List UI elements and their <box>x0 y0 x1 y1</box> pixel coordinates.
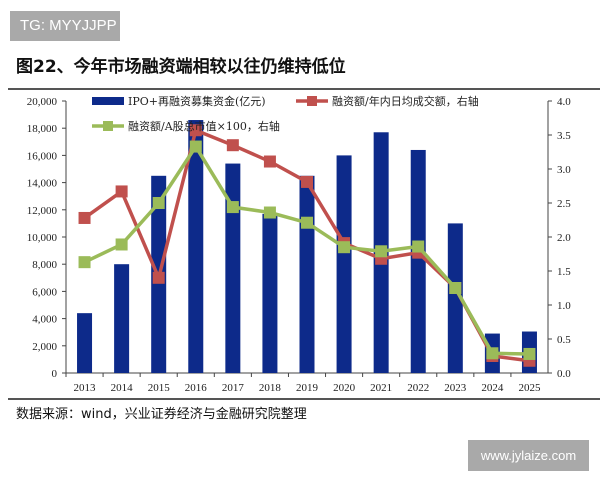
legend-swatch-marker <box>307 96 317 106</box>
point-2-2015 <box>152 197 165 209</box>
right-tick-label: 0.0 <box>557 368 571 380</box>
x-tick-label: 2018 <box>259 382 282 394</box>
left-tick-label: 2,000 <box>32 341 57 353</box>
left-tick-label: 18,000 <box>27 123 58 135</box>
point-2-2017 <box>226 201 239 214</box>
legend-label: IPO+再融资募集资金(亿元) <box>128 94 266 108</box>
bar-2016 <box>188 120 204 373</box>
x-tick-label: 2022 <box>407 382 429 394</box>
point-2-2020 <box>338 241 351 254</box>
left-tick-label: 16,000 <box>27 150 58 162</box>
right-tick-label: 4.0 <box>557 96 571 108</box>
left-tick-label: 10,000 <box>27 232 58 244</box>
left-tick-label: 14,000 <box>27 178 58 190</box>
right-tick-label: 3.5 <box>557 130 571 142</box>
x-tick-label: 2013 <box>74 382 97 394</box>
point-1-2013 <box>78 211 91 224</box>
point-1-2019 <box>301 175 313 188</box>
point-2-2014 <box>115 238 128 251</box>
point-1-2018 <box>263 155 276 168</box>
point-2-2016 <box>189 140 202 153</box>
x-tick-label: 2019 <box>296 382 319 394</box>
left-tick-label: 4,000 <box>32 314 57 326</box>
legend-swatch-marker <box>103 121 113 131</box>
point-2-2025 <box>523 347 536 360</box>
right-tick-label: 2.0 <box>557 232 571 244</box>
right-tick-label: 0.5 <box>557 334 571 346</box>
legend-label: 融资额/A股总市值×100，右轴 <box>128 119 280 133</box>
right-tick-label: 3.0 <box>557 164 571 176</box>
bar-2013 <box>77 313 93 373</box>
bar-2022 <box>410 149 426 373</box>
bar-2023 <box>447 223 463 373</box>
point-2-2022 <box>412 240 425 253</box>
point-2-2024 <box>486 347 499 360</box>
bar-2017 <box>225 163 241 373</box>
chart-title: 图22、今年市场融资端相较以往仍维持低位 <box>16 57 346 77</box>
x-tick-label: 2024 <box>481 382 504 394</box>
point-2-2018 <box>263 206 276 219</box>
title-divider <box>8 88 600 90</box>
right-tick-label: 2.5 <box>557 198 571 210</box>
x-tick-label: 2015 <box>148 382 171 394</box>
watermark-label-top: TG: MYYJJPP <box>10 11 120 41</box>
point-1-2016 <box>189 124 202 137</box>
point-2-2021 <box>375 245 388 258</box>
right-tick-label: 1.0 <box>557 300 571 312</box>
watermark-label-bottom: www.jylaize.com <box>468 440 589 471</box>
bar-2018 <box>262 213 278 373</box>
x-tick-label: 2020 <box>333 382 356 394</box>
bar-2019 <box>299 175 315 373</box>
x-tick-label: 2021 <box>370 382 392 394</box>
legend-label: 融资额/年内日均成交额，右轴 <box>332 94 479 108</box>
left-tick-label: 20,000 <box>27 96 58 108</box>
x-tick-label: 2016 <box>185 382 208 394</box>
bar-2020 <box>336 155 352 373</box>
x-tick-label: 2023 <box>444 382 467 394</box>
point-2-2013 <box>78 256 91 269</box>
left-tick-label: 0 <box>52 368 58 380</box>
chart: 0 2,000 4,000 6,000 8,000 10,000 12,000 14,000 1… <box>27 94 572 394</box>
legend-swatch-bar <box>92 97 124 105</box>
point-1-2014 <box>115 185 128 198</box>
point-1-2017 <box>226 139 239 152</box>
x-tick-label: 2014 <box>111 382 134 394</box>
bar-2014 <box>114 264 130 373</box>
right-tick-label: 1.5 <box>557 266 571 278</box>
point-2-2023 <box>449 282 462 294</box>
left-tick-label: 6,000 <box>32 286 57 298</box>
point-1-2015 <box>152 271 165 284</box>
point-2-2019 <box>301 216 313 229</box>
source-note: 数据来源：wind，兴业证券经济与金融研究院整理 <box>16 407 307 422</box>
x-tick-label: 2017 <box>222 382 245 394</box>
left-tick-label: 12,000 <box>27 205 58 217</box>
source-divider <box>8 398 600 400</box>
x-tick-label: 2025 <box>518 382 541 394</box>
left-tick-label: 8,000 <box>32 259 57 271</box>
